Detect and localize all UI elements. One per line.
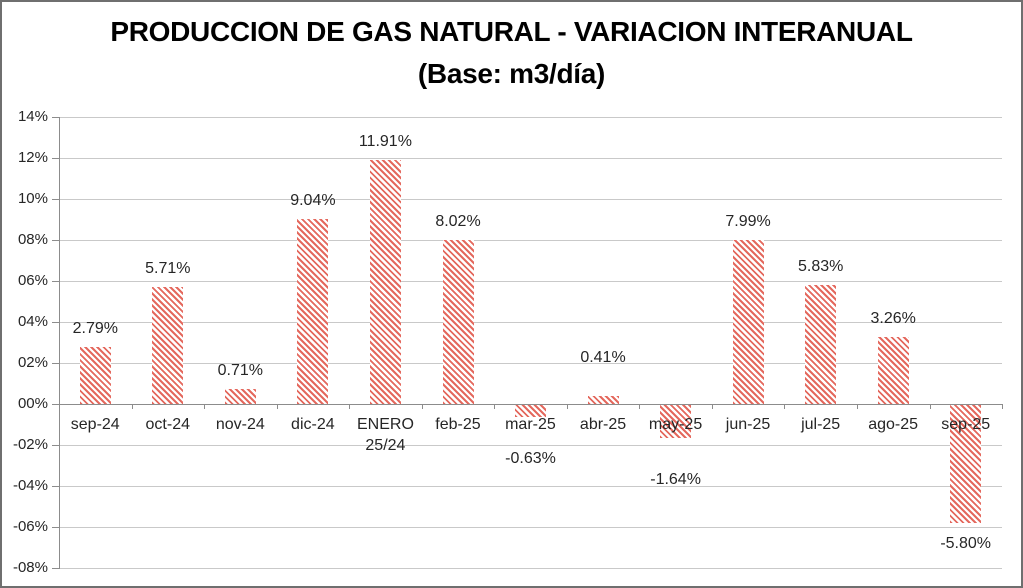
bar-feb-25[interactable]: [442, 239, 474, 404]
x-axis-category-label: may-25: [648, 416, 703, 433]
y-axis-tick-mark: [52, 404, 59, 405]
bar-value-label: 7.99%: [725, 213, 771, 231]
y-axis-tick-label: 10%: [17, 190, 48, 207]
y-axis-tick-label: -08%: [12, 559, 48, 576]
x-axis-tick-mark: [856, 404, 858, 409]
x-axis-tick-mark: [204, 404, 206, 409]
bar-jun-25[interactable]: [732, 240, 764, 404]
bar-dic-24[interactable]: [297, 218, 329, 404]
y-axis-tick-mark: [52, 158, 59, 159]
bar-abr-25[interactable]: [587, 395, 619, 404]
x-axis-category-label: nov-24: [215, 416, 265, 433]
bar-value-label: 11.91%: [358, 132, 412, 150]
x-axis-tick-mark: [929, 404, 931, 409]
bar-value-label: 5.83%: [798, 257, 844, 275]
y-axis-tick-mark: [52, 363, 59, 364]
x-axis-tick-mark: [784, 404, 786, 409]
bar-mar-25[interactable]: [515, 404, 546, 418]
chart-subtitle: (Base: m3/día): [417, 58, 606, 89]
gridline: [59, 322, 1002, 323]
y-axis-tick-label: 14%: [17, 108, 48, 125]
gridline: [59, 486, 1002, 487]
y-axis-tick-mark: [52, 322, 59, 323]
x-axis-category-label: ENERO 25/24: [356, 416, 414, 454]
y-axis-tick-label: 06%: [17, 272, 48, 289]
x-axis-category-label: sep-25: [941, 416, 991, 433]
x-axis-category-label: ago-25: [868, 416, 919, 433]
bar-value-label: -5.80%: [940, 535, 992, 552]
x-axis-category-label: dic-24: [291, 416, 335, 433]
x-axis-tick-mark: [59, 404, 60, 409]
x-axis-category-label: jun-25: [725, 416, 771, 433]
gridline: [59, 158, 1002, 159]
bar-value-label: 2.79%: [72, 319, 118, 337]
chart-title: PRODUCCION DE GAS NATURAL - VARIACION IN…: [110, 16, 913, 47]
bar-sep-25[interactable]: [950, 404, 982, 524]
y-axis-tick-mark: [52, 486, 59, 487]
y-axis-tick-mark: [52, 199, 59, 200]
bar-value-label: 0.71%: [217, 362, 263, 380]
y-axis-tick-mark: [52, 281, 59, 282]
y-axis-line: [59, 117, 60, 569]
x-axis-category-label: oct-24: [145, 416, 190, 433]
bar-value-label: 9.04%: [290, 191, 336, 209]
gridline: [59, 527, 1002, 528]
x-axis-tick-mark: [566, 404, 568, 409]
bar-value-label: 5.71%: [145, 259, 191, 277]
bar-value-label: -0.63%: [505, 450, 556, 467]
x-axis-category-label: feb-25: [435, 416, 481, 433]
y-axis-tick-mark: [52, 445, 59, 446]
gridline: [59, 199, 1002, 200]
bar-may-25[interactable]: [660, 404, 692, 439]
bar-jul-25[interactable]: [805, 284, 837, 404]
y-axis-tick-label: 12%: [17, 149, 48, 166]
x-axis-tick-mark: [711, 404, 713, 409]
x-axis-category-label: abr-25: [579, 416, 627, 433]
y-axis-tick-mark: [52, 527, 59, 528]
x-axis-category-label: mar-25: [505, 416, 556, 433]
bar-sep-24[interactable]: [79, 346, 111, 404]
y-axis-tick-label: 00%: [17, 395, 48, 412]
y-axis-tick-label: -06%: [12, 518, 48, 535]
x-axis-tick-mark: [494, 404, 496, 409]
gridline: [59, 363, 1002, 364]
y-axis-tick-label: 04%: [17, 313, 48, 330]
gridline: [59, 445, 1002, 446]
x-axis-category-label: jul-25: [801, 416, 841, 433]
bar-ago-25[interactable]: [877, 337, 909, 404]
x-axis-tick-mark: [349, 404, 351, 409]
bar-oct-24[interactable]: [152, 286, 184, 404]
y-axis-tick-label: 08%: [17, 231, 48, 248]
bar-nov-24[interactable]: [224, 389, 256, 404]
bar-enero-25-24[interactable]: [369, 159, 401, 404]
y-axis-tick-mark: [52, 240, 59, 241]
x-axis-tick-mark: [421, 404, 423, 409]
bar-value-label: 3.26%: [870, 310, 916, 328]
x-axis-tick-mark: [276, 404, 278, 409]
gridline: [59, 568, 1002, 569]
y-axis-tick-mark: [52, 117, 59, 118]
gridline: [59, 117, 1002, 118]
y-axis-tick-mark: [52, 568, 59, 569]
gridline: [59, 281, 1002, 282]
bar-value-label: 8.02%: [435, 212, 481, 230]
bar-value-label: -1.64%: [650, 471, 701, 488]
y-axis-tick-label: -04%: [12, 477, 48, 494]
y-axis-tick-label: -02%: [12, 436, 48, 453]
x-axis-tick-mark: [131, 404, 133, 409]
gridline: [59, 240, 1002, 241]
bar-value-label: 0.41%: [580, 349, 626, 366]
x-axis-category-label: sep-24: [70, 416, 120, 433]
x-axis-tick-mark: [1002, 404, 1003, 409]
y-axis-tick-label: 02%: [17, 354, 48, 371]
x-axis-tick-mark: [639, 404, 641, 409]
